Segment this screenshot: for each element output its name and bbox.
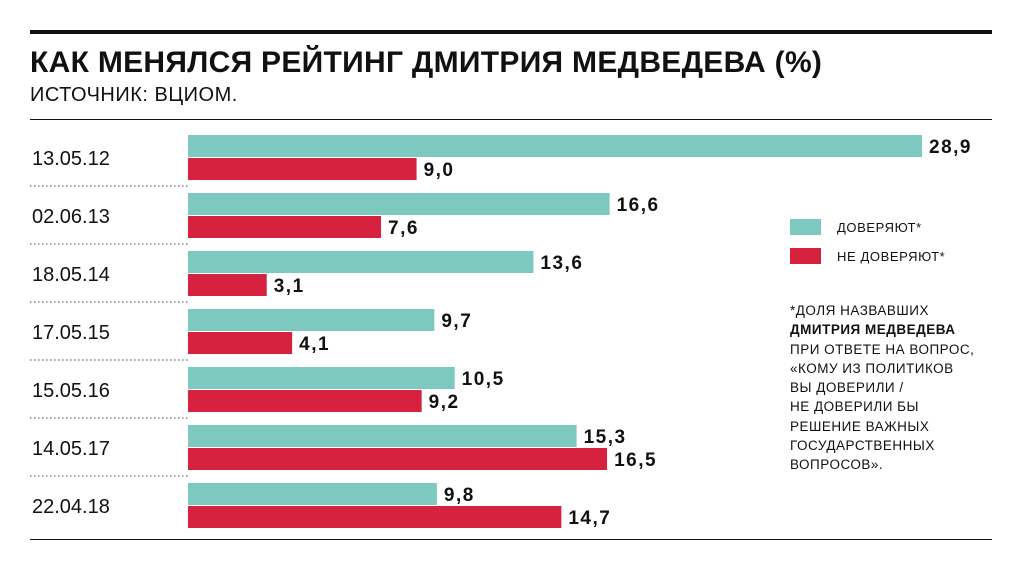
data-label-distrust: 16,5 xyxy=(614,450,657,471)
legend-item-distrust: НЕ ДОВЕРЯЮТ* xyxy=(790,247,945,265)
footnote-line: ВОПРОСОВ». xyxy=(790,457,884,473)
footnote: *ДОЛЯ НАЗВАВШИХ ДМИТРИЯ МЕДВЕДЕВА ПРИ ОТ… xyxy=(790,301,1000,475)
category-label: 14.05.17 xyxy=(32,438,110,460)
category-label: 17.05.15 xyxy=(32,322,110,344)
footnote-line: ПРИ ОТВЕТЕ НА ВОПРОС, xyxy=(790,341,975,357)
category-label: 15.05.16 xyxy=(32,380,110,402)
legend-item-trust: ДОВЕРЯЮТ* xyxy=(790,218,922,236)
footnote-line: НЕ ДОВЕРИЛИ БЫ xyxy=(790,399,919,415)
category-label: 18.05.14 xyxy=(32,264,110,286)
bar-distrust xyxy=(188,158,417,180)
data-label-trust: 13,6 xyxy=(540,253,583,274)
bar-distrust xyxy=(188,448,608,470)
bar-distrust xyxy=(188,216,382,238)
footnote-line: ГОСУДАРСТВЕННЫХ xyxy=(790,438,935,454)
bar-trust xyxy=(188,135,922,157)
data-label-distrust: 9,0 xyxy=(424,160,455,181)
data-label-trust: 10,5 xyxy=(462,369,505,390)
bar-trust xyxy=(188,483,437,505)
footnote-line: РЕШЕНИЕ ВАЖНЫХ xyxy=(790,418,930,434)
bar-distrust xyxy=(188,274,267,296)
bar-trust xyxy=(188,193,610,215)
bar-trust xyxy=(188,251,534,273)
footnote-line: ДМИТРИЯ МЕДВЕДЕВА xyxy=(790,322,956,338)
data-label-distrust: 14,7 xyxy=(568,508,611,529)
legend-label-trust: ДОВЕРЯЮТ* xyxy=(837,219,922,235)
header-rule xyxy=(30,119,992,120)
footnote-line: ВЫ ДОВЕРИЛИ / xyxy=(790,380,904,396)
data-label-trust: 15,3 xyxy=(584,427,627,448)
bottom-rule xyxy=(30,539,992,540)
legend-label-distrust: НЕ ДОВЕРЯЮТ* xyxy=(837,248,946,264)
bar-distrust xyxy=(188,506,562,528)
data-label-distrust: 9,2 xyxy=(429,392,460,413)
bar-distrust xyxy=(188,332,293,354)
data-label-trust: 16,6 xyxy=(617,195,660,216)
chart-source: ИСТОЧНИК: ВЦИОМ. xyxy=(30,84,238,106)
top-rule xyxy=(30,30,992,34)
footnote-line: «КОМУ ИЗ ПОЛИТИКОВ xyxy=(790,360,954,376)
bar-trust xyxy=(188,309,435,331)
category-label: 13.05.12 xyxy=(32,148,110,170)
data-label-trust: 9,7 xyxy=(441,311,472,332)
data-label-trust: 9,8 xyxy=(444,485,475,506)
bar-trust xyxy=(188,367,455,389)
data-label-distrust: 3,1 xyxy=(274,276,305,297)
footnote-line: *ДОЛЯ НАЗВАВШИХ xyxy=(790,303,930,318)
chart-title: КАК МЕНЯЛСЯ РЕЙТИНГ ДМИТРИЯ МЕДВЕДЕВА (%… xyxy=(30,46,823,79)
category-label: 22.04.18 xyxy=(32,496,110,518)
legend-swatch-trust xyxy=(790,219,821,235)
legend-swatch-distrust xyxy=(790,248,821,264)
data-label-trust: 28,9 xyxy=(929,137,972,158)
data-label-distrust: 4,1 xyxy=(299,334,330,355)
category-label: 02.06.13 xyxy=(32,206,110,228)
bar-trust xyxy=(188,425,577,447)
bar-distrust xyxy=(188,390,422,412)
data-label-distrust: 7,6 xyxy=(388,218,419,239)
